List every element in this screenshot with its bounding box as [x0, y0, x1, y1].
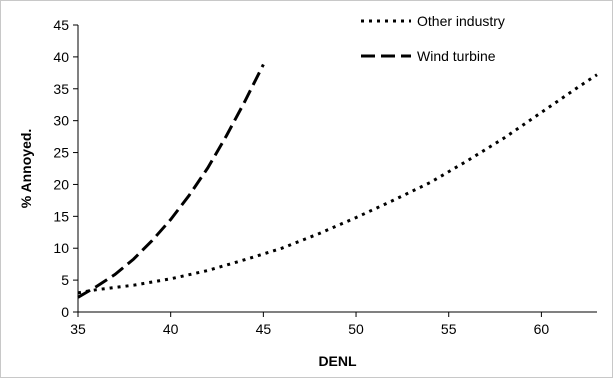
- series-lines: [77, 63, 598, 299]
- legend: Other industry Wind turbine: [361, 13, 505, 64]
- y-tick-label: 15: [53, 208, 69, 224]
- y-tick-label: 20: [53, 176, 69, 192]
- y-tick-label: 5: [61, 272, 69, 288]
- y-tick-label: 0: [61, 304, 69, 320]
- y-tick-label: 30: [53, 113, 69, 129]
- y-axis-title: % Annoyed.: [18, 129, 34, 209]
- x-tick-label: 50: [348, 321, 364, 337]
- legend-label: Other industry: [417, 13, 505, 29]
- y-tick-label: 10: [53, 240, 69, 256]
- x-axis-title: DENL: [318, 353, 357, 369]
- legend-label: Wind turbine: [417, 48, 496, 64]
- y-tick-label: 40: [53, 49, 69, 65]
- x-tick-label: 45: [256, 321, 272, 337]
- x-tick-label: 35: [70, 321, 86, 337]
- x-tick-label: 55: [441, 321, 457, 337]
- series-line-other-industry: [77, 73, 598, 295]
- x-tick-label: 40: [163, 321, 179, 337]
- series-line-wind-turbine: [77, 63, 265, 299]
- y-tick-label: 45: [53, 17, 69, 33]
- x-tick-label: 60: [534, 321, 550, 337]
- y-tick-label: 35: [53, 81, 69, 97]
- axes: 0 5 10 15 20 25 30 35 40 45 35 40 45 50 55 60 DENL % Anno…: [18, 17, 597, 369]
- y-tick-label: 25: [53, 145, 69, 161]
